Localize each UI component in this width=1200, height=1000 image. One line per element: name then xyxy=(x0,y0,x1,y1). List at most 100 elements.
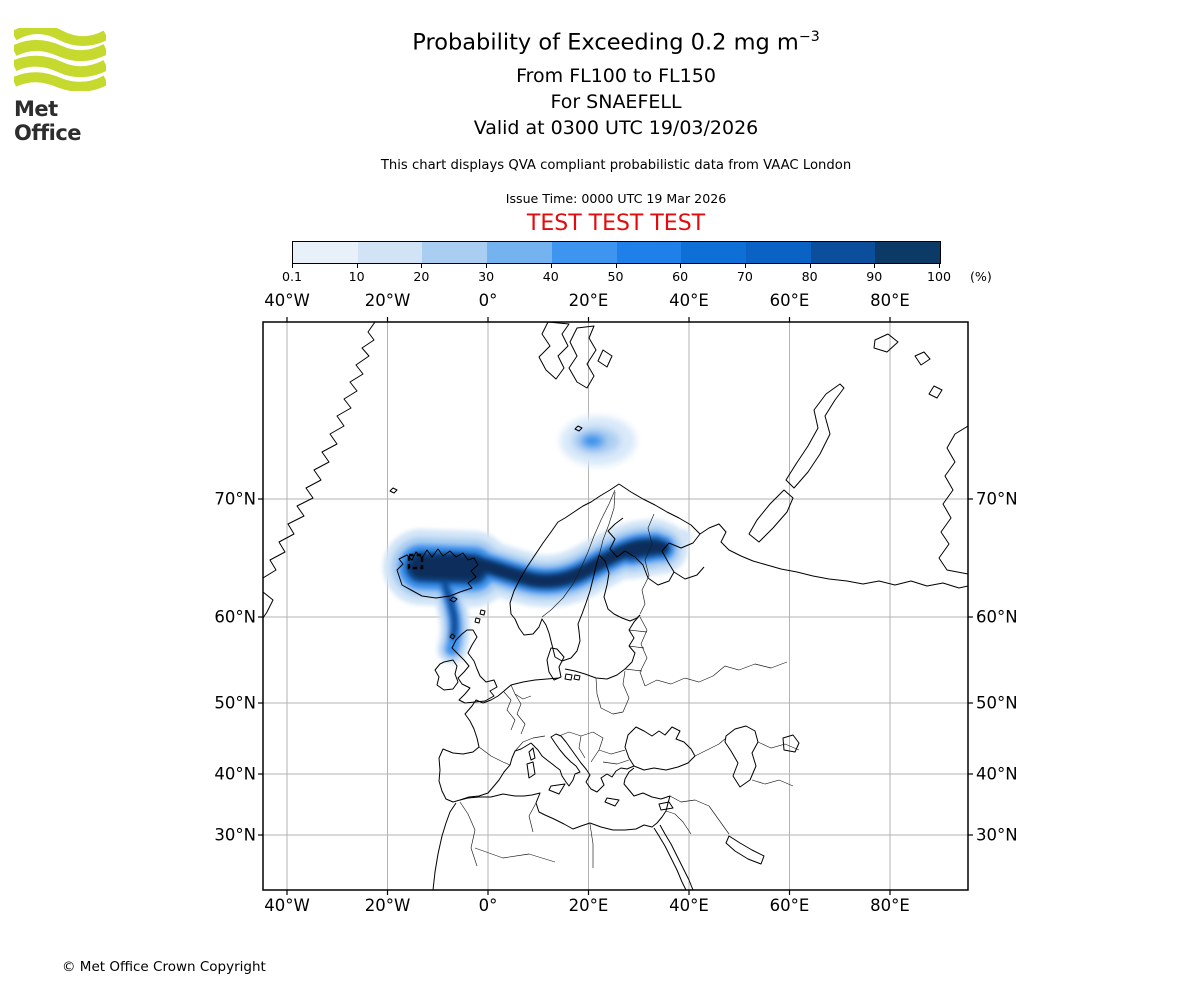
colorbar-segment-10-20 xyxy=(357,242,423,263)
lat-label-left: 40°N xyxy=(214,764,256,784)
colorbar-tick xyxy=(550,263,552,268)
sea-aral xyxy=(782,734,800,753)
coast-great-britain xyxy=(451,629,498,704)
islands-franz-josef xyxy=(873,333,943,399)
lon-label-bottom: 20°W xyxy=(364,896,411,915)
colorbar-segment-40-50 xyxy=(551,242,617,263)
colorbar-segment-90-100 xyxy=(875,242,941,263)
colorbar-tick-label: 10 xyxy=(348,269,365,284)
ash-plume-layer xyxy=(383,416,691,664)
copyright-notice: © Met Office Crown Copyright xyxy=(62,959,266,975)
colorbar-tick xyxy=(939,263,940,268)
coast-italy-adriatic-greece xyxy=(530,733,635,793)
colorbar-tick-label: 80 xyxy=(801,269,818,284)
colorbar-ticks xyxy=(292,263,940,268)
page-title: Probability of Exceeding 0.2 mg m−3 xyxy=(166,29,1066,56)
lon-label-top: 20°E xyxy=(568,291,609,310)
volcano-source-marker xyxy=(407,553,424,570)
colorbar-segment-70-80 xyxy=(745,242,811,263)
lon-label-bottom: 60°E xyxy=(769,896,810,915)
subtitle-block: From FL100 to FL150 For SNAEFELL Valid a… xyxy=(166,63,1066,141)
colorbar-tick-label: 60 xyxy=(672,269,689,284)
sea-red-sea xyxy=(653,824,694,890)
coast-denmark xyxy=(546,647,581,681)
island-jan-mayen xyxy=(389,487,398,494)
colorbar-tick-label: 40 xyxy=(542,269,559,284)
colorbar-tick xyxy=(680,263,682,268)
test-banner: TEST TEST TEST xyxy=(526,211,706,236)
lat-label-right: 60°N xyxy=(976,607,1018,627)
islands-mediterranean xyxy=(526,747,674,811)
colorbar-tick-label: 70 xyxy=(736,269,753,284)
lat-label-left: 30°N xyxy=(214,825,256,845)
colorbar-unit-label: (%) xyxy=(970,269,992,284)
islands-svalbard xyxy=(538,322,613,389)
island-novaya-zemlya-south xyxy=(748,489,794,543)
sea-caspian xyxy=(724,725,759,788)
map-frame xyxy=(262,321,969,891)
plume-detached-patch xyxy=(560,416,636,466)
sea-black-sea xyxy=(624,726,696,771)
colorbar-segment-30-40 xyxy=(487,242,552,263)
plume-main-band xyxy=(383,519,691,664)
lat-label-left: 50°N xyxy=(214,693,256,713)
coast-baltic-south xyxy=(564,614,641,680)
colorbar-tick-label: 50 xyxy=(607,269,624,284)
lon-label-bottom: 40°W xyxy=(264,896,310,915)
colorbar-tick-label: 100 xyxy=(926,269,952,284)
islands-faroe xyxy=(449,596,458,603)
country-borders xyxy=(459,489,800,868)
lon-label-top: 40°E xyxy=(669,291,709,310)
colorbar-tick xyxy=(292,263,293,268)
coastlines xyxy=(263,322,968,890)
colorbar xyxy=(292,241,941,264)
subtitle-valid-time: Valid at 0300 UTC 19/03/2026 xyxy=(473,117,759,139)
coast-barents-kola xyxy=(618,483,968,589)
colorbar-segment-60-70 xyxy=(681,242,746,263)
colorbar-segment-50-60 xyxy=(616,242,682,263)
lon-label-top: 40°W xyxy=(264,291,310,310)
coast-turkey-levant-africa xyxy=(459,767,671,831)
map-panel xyxy=(258,317,973,895)
colorbar-tick-label: 0.1 xyxy=(281,269,303,284)
logo-wordmark: Met Office xyxy=(14,97,82,145)
lon-label-bottom: 20°E xyxy=(568,896,609,915)
coast-white-sea xyxy=(607,517,705,586)
coast-ireland xyxy=(434,659,459,691)
lat-label-left: 60°N xyxy=(214,607,256,627)
lon-label-top: 0° xyxy=(478,291,498,310)
coast-russia-arctic xyxy=(938,425,968,575)
lon-label-top: 60°E xyxy=(769,291,810,310)
lon-label-bottom: 0° xyxy=(478,896,498,915)
lat-label-right: 70°N xyxy=(976,489,1018,509)
title-superscript: −3 xyxy=(798,29,820,45)
sea-persian-gulf xyxy=(725,835,765,865)
met-office-logo: Met Office xyxy=(11,24,124,145)
colorbar-tick xyxy=(615,263,617,268)
lon-label-top: 20°W xyxy=(364,291,411,310)
lat-label-left: 70°N xyxy=(214,489,256,509)
colorbar-tick xyxy=(744,263,746,268)
lat-label-right: 40°N xyxy=(976,764,1018,784)
lat-label-right: 30°N xyxy=(976,825,1018,845)
colorbar-tick-label: 20 xyxy=(413,269,430,284)
coast-iceland xyxy=(396,548,479,599)
coast-west-europe-iberia xyxy=(438,677,560,803)
coast-greenland xyxy=(263,322,376,579)
colorbar-segment-80-90 xyxy=(810,242,876,263)
colorbar-tick xyxy=(421,263,423,268)
issue-time: Issue Time: 0000 UTC 19 Mar 2026 xyxy=(505,191,727,206)
colorbar-tick xyxy=(809,263,811,268)
map-gridlines xyxy=(263,322,968,890)
coast-scandinavia-baltic xyxy=(509,483,641,662)
lon-label-bottom: 80°E xyxy=(870,896,910,915)
island-novaya-zemlya-north xyxy=(785,383,845,489)
coast-morocco-atlantic xyxy=(432,802,457,890)
map-canvas xyxy=(258,317,973,895)
colorbar-tick-label: 30 xyxy=(478,269,495,284)
colorbar-tick xyxy=(356,263,358,268)
title-text: Probability of Exceeding 0.2 mg m xyxy=(412,29,799,56)
subtitle-flight-levels: From FL100 to FL150 xyxy=(516,65,716,87)
colorbar-tick xyxy=(486,263,488,268)
